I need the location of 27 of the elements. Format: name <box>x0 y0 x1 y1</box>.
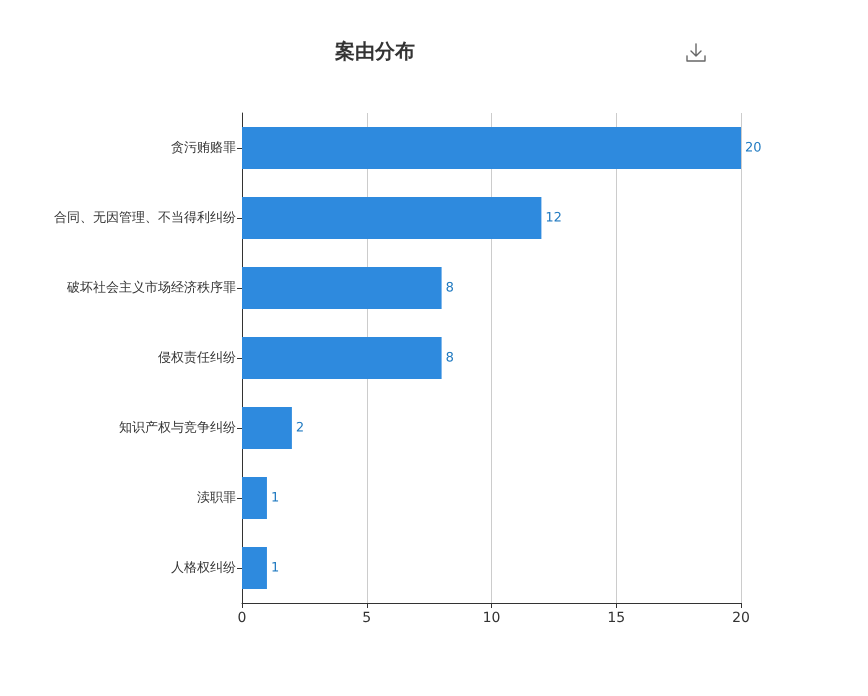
data-label: 8 <box>446 280 454 296</box>
bar <box>242 477 267 519</box>
data-label: 1 <box>270 490 280 506</box>
x-tick-label: 10 <box>482 610 500 626</box>
data-label: 2 <box>296 420 304 436</box>
x-tick-label: 20 <box>732 610 750 626</box>
data-label: 12 <box>545 210 562 226</box>
y-tick-label: 合同、无因管理、不当得利纠纷 <box>54 210 236 226</box>
bar <box>242 337 442 379</box>
bar <box>242 547 267 589</box>
bar <box>242 267 442 309</box>
bar <box>242 407 292 449</box>
bar <box>242 127 741 169</box>
y-tick-label: 侵权责任纠纷 <box>158 350 236 366</box>
y-tick-label: 知识产权与竞争纠纷 <box>119 420 236 436</box>
bar <box>242 197 542 239</box>
data-label: 1 <box>270 560 280 576</box>
data-label: 8 <box>446 350 454 366</box>
y-tick-label: 破坏社会主义市场经济秩序罪 <box>66 280 236 296</box>
y-tick-label: 渎职罪 <box>197 490 236 506</box>
chart-title: 案由分布 <box>334 39 415 63</box>
y-tick-label: 贪污贿赂罪 <box>171 140 236 156</box>
data-label: 20 <box>745 140 762 156</box>
x-tick-label: 15 <box>607 610 626 626</box>
x-tick-label: 5 <box>362 610 372 626</box>
x-tick-label: 0 <box>238 610 246 626</box>
y-tick-label: 人格权纠纷 <box>171 560 236 576</box>
